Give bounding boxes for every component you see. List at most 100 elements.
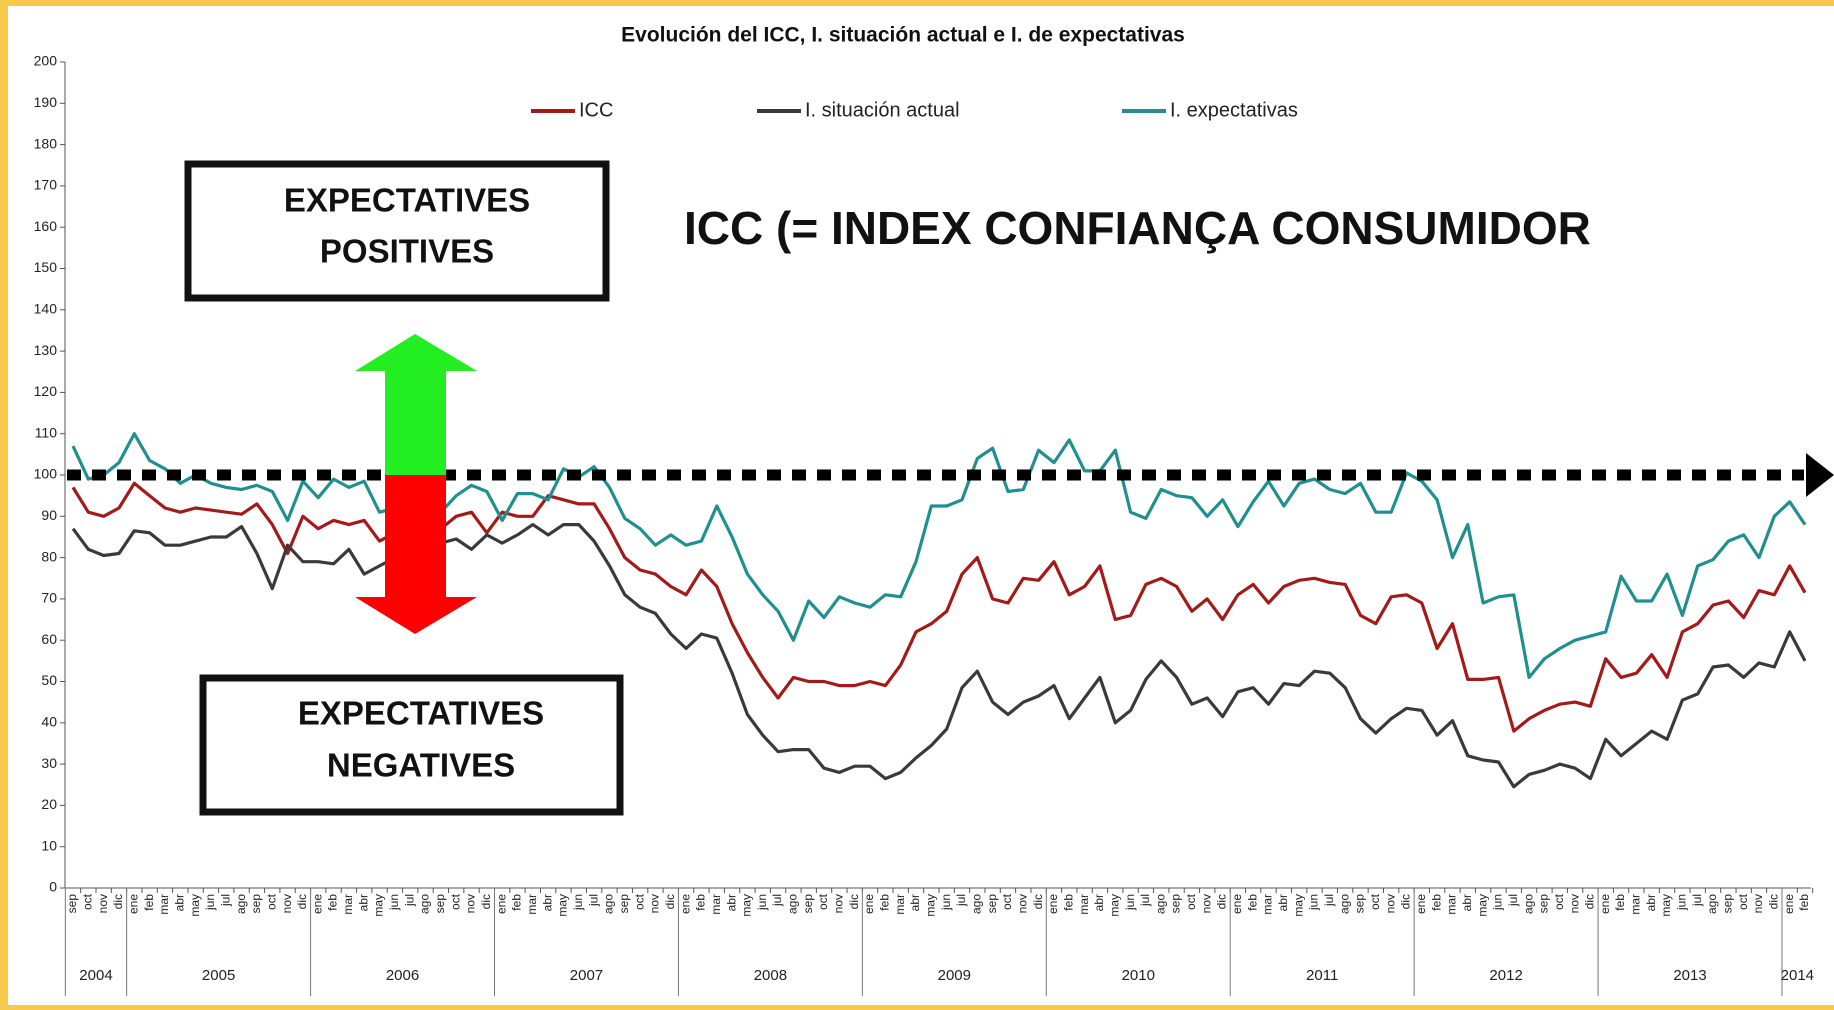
year-label: 2010 xyxy=(1122,967,1155,984)
chart: Evolución del ICC, I. situación actual e… xyxy=(34,24,1834,996)
reference-arrowhead xyxy=(1806,453,1834,497)
x-tick-label: abr xyxy=(1644,894,1658,911)
x-tick-label: abr xyxy=(908,894,922,911)
x-tick-label: mar xyxy=(1445,894,1459,915)
x-tick-label: abr xyxy=(724,894,738,911)
y-tick-label: 120 xyxy=(34,383,58,399)
series-line xyxy=(71,432,1807,679)
year-label: 2009 xyxy=(938,967,971,984)
x-tick-label: abr xyxy=(1276,894,1290,911)
x-tick-label: nov xyxy=(1383,894,1397,913)
x-tick-label: oct xyxy=(1552,893,1566,910)
y-tick-label: 200 xyxy=(34,53,58,69)
x-tick-label: ene xyxy=(1046,894,1060,914)
y-tick-label: 90 xyxy=(41,507,57,523)
x-tick-label: mar xyxy=(1261,894,1275,915)
y-tick-label: 50 xyxy=(41,672,57,688)
x-tick-label: mar xyxy=(1077,894,1091,915)
y-tick-label: 70 xyxy=(41,590,57,606)
x-tick-label: ene xyxy=(1782,894,1796,914)
x-tick-label: dic xyxy=(111,894,125,909)
x-tick-label: ago xyxy=(1153,894,1167,914)
x-tick-label: sep xyxy=(617,894,631,914)
x-tick-label: ene xyxy=(1598,894,1612,914)
x-tick-label: jul xyxy=(1506,894,1520,907)
x-tick-label: dic xyxy=(663,894,677,909)
x-tick-label: abr xyxy=(172,894,186,911)
x-tick-label: ene xyxy=(1414,894,1428,914)
series-line xyxy=(71,523,1807,789)
x-tick-label: ene xyxy=(494,894,508,914)
year-label: 2007 xyxy=(570,967,603,984)
annotation-text: EXPECTATIVES xyxy=(284,182,530,219)
x-tick-label: mar xyxy=(525,894,539,915)
x-tick-label: mar xyxy=(157,894,171,915)
y-tick-label: 160 xyxy=(34,218,58,234)
x-tick-label: feb xyxy=(1797,894,1811,911)
x-tick-label: dic xyxy=(479,894,493,909)
x-tick-label: may xyxy=(1107,894,1121,917)
x-tick-label: abr xyxy=(356,894,370,911)
x-tick-label: ene xyxy=(862,894,876,914)
x-tick-label: mar xyxy=(893,894,907,915)
x-tick-label: jul xyxy=(1322,894,1336,907)
x-tick-label: feb xyxy=(694,894,708,911)
x-tick-label: jun xyxy=(755,894,769,911)
x-tick-label: ene xyxy=(1230,894,1244,914)
x-tick-label: oct xyxy=(448,893,462,910)
x-tick-label: feb xyxy=(1613,894,1627,911)
y-tick-label: 170 xyxy=(34,177,58,193)
y-tick-label: 110 xyxy=(35,424,58,440)
x-tick-label: nov xyxy=(1015,894,1029,913)
x-tick-label: jul xyxy=(402,894,416,907)
x-tick-label: abr xyxy=(1092,894,1106,911)
y-tick-label: 20 xyxy=(41,796,57,812)
x-tick-label: nov xyxy=(648,894,662,913)
x-tick-label: ago xyxy=(1705,894,1719,914)
x-tick-label: sep xyxy=(65,894,79,914)
y-tick-label: 60 xyxy=(41,631,57,647)
x-tick-label: sep xyxy=(985,894,999,914)
x-tick-label: jun xyxy=(1491,894,1505,911)
x-tick-label: jun xyxy=(387,894,401,911)
y-tick-label: 150 xyxy=(34,259,58,275)
x-tick-label: ago xyxy=(1337,894,1351,914)
x-tick-label: jul xyxy=(770,894,784,907)
x-tick-label: may xyxy=(188,894,202,917)
x-tick-label: oct xyxy=(1736,893,1750,910)
x-tick-label: mar xyxy=(709,894,723,915)
year-label: 2012 xyxy=(1489,967,1522,984)
frame: Evolución del ICC, I. situación actual e… xyxy=(8,6,1834,1005)
year-label: 2008 xyxy=(754,967,787,984)
x-tick-label: may xyxy=(556,894,570,917)
year-label: 2011 xyxy=(1306,967,1338,984)
annotation-box xyxy=(184,160,610,302)
x-tick-label: oct xyxy=(816,893,830,910)
y-tick-label: 100 xyxy=(34,466,58,482)
x-tick-label: dic xyxy=(295,894,309,909)
x-tick-label: mar xyxy=(1629,894,1643,915)
x-tick-label: sep xyxy=(801,894,815,914)
x-tick-label: may xyxy=(1659,894,1673,917)
x-tick-label: sep xyxy=(1169,894,1183,914)
x-tick-label: may xyxy=(372,894,386,917)
y-tick-label: 140 xyxy=(34,301,58,317)
x-tick-label: dic xyxy=(1215,894,1229,909)
x-tick-label: nov xyxy=(96,894,110,913)
x-tick-label: may xyxy=(1475,894,1489,917)
x-tick-label: dic xyxy=(847,894,861,909)
x-tick-label: oct xyxy=(264,893,278,910)
x-tick-label: oct xyxy=(1000,893,1014,910)
x-tick-label: feb xyxy=(510,894,524,911)
x-tick-label: dic xyxy=(1031,894,1045,909)
y-tick-label: 180 xyxy=(34,135,58,151)
x-tick-label: feb xyxy=(1429,894,1443,911)
y-tick-label: 0 xyxy=(49,879,57,895)
x-tick-label: dic xyxy=(1399,894,1413,909)
x-tick-label: feb xyxy=(326,894,340,911)
x-tick-label: ago xyxy=(234,894,248,914)
x-tick-label: ene xyxy=(310,894,324,914)
annotation-text: EXPECTATIVES xyxy=(298,695,544,732)
x-tick-label: jun xyxy=(571,894,585,911)
